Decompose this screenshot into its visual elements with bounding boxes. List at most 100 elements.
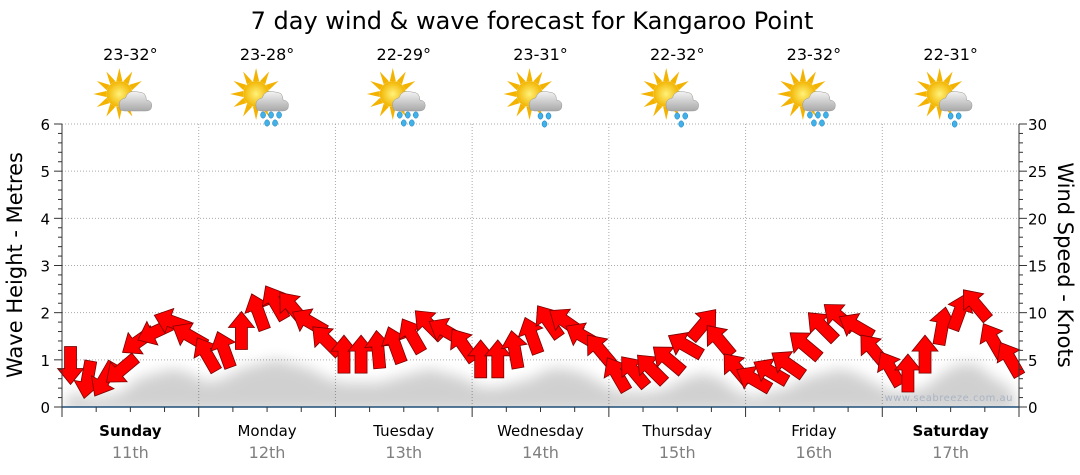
cloud-icon: [939, 91, 973, 112]
sun-ray: [516, 103, 526, 117]
rain-drop-icon: [819, 119, 825, 127]
weather-icon-sun-cloud-light-rain: [913, 68, 973, 128]
weather-icon-sun-cloud-rain: [230, 68, 289, 127]
sun-ray: [640, 91, 654, 97]
sun-ray: [926, 103, 936, 117]
wind-arrow: [877, 351, 906, 389]
sun-ray: [789, 103, 800, 117]
sun-ray: [93, 91, 107, 97]
cloud-icon: [118, 91, 153, 112]
right-tick-label: 5: [1028, 352, 1038, 370]
cloud-icon: [802, 91, 836, 112]
chart-title: 7 day wind & wave forecast for Kangaroo …: [251, 7, 814, 35]
left-axis-title: Wave Height - Metres: [3, 152, 27, 378]
day-date: 17th: [932, 443, 969, 462]
sun-ray: [913, 91, 927, 97]
sun-ray: [366, 91, 380, 97]
sun-ray: [259, 71, 270, 85]
rain-drop-icon: [397, 111, 403, 119]
right-tick-label: 20: [1028, 210, 1047, 228]
day-temp: 22-31°: [923, 45, 978, 64]
sun-ray: [663, 68, 670, 81]
rain-drop-icon: [807, 111, 813, 119]
rain-drop-icon: [413, 111, 419, 119]
rain-drop-icon: [811, 119, 817, 127]
sun-ray: [643, 97, 657, 107]
sun-ray: [389, 68, 396, 81]
sun-ray: [230, 91, 244, 97]
wind-arrow: [227, 310, 256, 350]
sun-ray: [533, 71, 543, 85]
sun-ray: [129, 81, 142, 91]
sun-ray: [370, 81, 384, 91]
sun-ray: [265, 81, 279, 91]
day-date: 12th: [249, 443, 286, 462]
rain-drop-icon: [674, 112, 680, 120]
rain-drop-icon: [951, 120, 958, 128]
sun-ray: [233, 97, 247, 107]
sun-ray: [116, 68, 123, 81]
day-temp: 23-28°: [240, 45, 295, 64]
weather-icon-sun-cloud-light-rain: [640, 68, 699, 128]
rain-drop-icon: [678, 120, 684, 128]
sun-ray: [253, 68, 260, 81]
sun-ray: [123, 71, 133, 85]
rain-drop-icon: [272, 119, 278, 127]
wind-arrow: [210, 331, 237, 370]
wind-arrow: [706, 325, 737, 360]
wind-arrow: [911, 334, 939, 374]
rain-drop-icon: [545, 112, 552, 120]
cloud-icon: [255, 91, 289, 112]
sun-ray: [653, 103, 663, 117]
sun-ray: [379, 71, 389, 85]
left-tick-label: 5: [40, 163, 50, 181]
sun-ray: [243, 71, 253, 85]
rain-drop-icon: [401, 119, 407, 127]
day-name: Friday: [791, 422, 837, 440]
wind-arrow: [789, 332, 824, 363]
day-name: Wednesday: [497, 422, 584, 440]
rain-drop-icon: [409, 119, 415, 127]
day-temp: 23-31°: [513, 45, 568, 64]
left-tick-label: 3: [40, 258, 50, 276]
day-name: Monday: [237, 422, 296, 440]
weather-icon-sun-cloud-rain: [366, 68, 426, 127]
sun-ray: [539, 81, 553, 91]
rain-drop-icon: [947, 112, 954, 120]
sun-ray: [780, 97, 794, 107]
sun-ray: [379, 103, 389, 117]
wave-height-area: [63, 359, 1018, 407]
sun-ray: [926, 71, 936, 85]
sun-ray: [806, 71, 816, 85]
wind-arrow: [56, 346, 85, 386]
cloud-icon: [529, 91, 563, 112]
cloud-icon: [392, 91, 426, 112]
sun-ray: [670, 71, 680, 85]
wave-height-shadow: [63, 359, 1018, 407]
sun-ray: [96, 97, 110, 107]
right-axis-title: Wind Speed - Knots: [1053, 162, 1077, 367]
left-tick-label: 4: [40, 210, 50, 228]
rain-drop-icon: [260, 111, 266, 119]
sun-ray: [776, 91, 790, 97]
rain-drop-icon: [276, 111, 282, 119]
right-tick-label: 30: [1028, 116, 1047, 134]
sun-ray: [243, 103, 253, 117]
wind-arrow: [838, 313, 876, 342]
wind-arrow: [517, 316, 545, 356]
day-date: 16th: [796, 443, 833, 462]
weather-icon-sun-cloud: [93, 68, 153, 120]
sun-ray: [506, 97, 520, 107]
sun-ray: [936, 68, 943, 81]
left-tick-label: 0: [40, 399, 50, 417]
day-date: 14th: [522, 443, 559, 462]
rain-drop-icon: [955, 112, 962, 120]
right-tick-label: 15: [1028, 258, 1047, 276]
wind-arrow: [963, 289, 994, 324]
sun-ray: [516, 71, 526, 85]
rain-drop-icon: [682, 112, 688, 120]
sun-ray: [812, 81, 826, 91]
rain-drop-icon: [264, 119, 270, 127]
